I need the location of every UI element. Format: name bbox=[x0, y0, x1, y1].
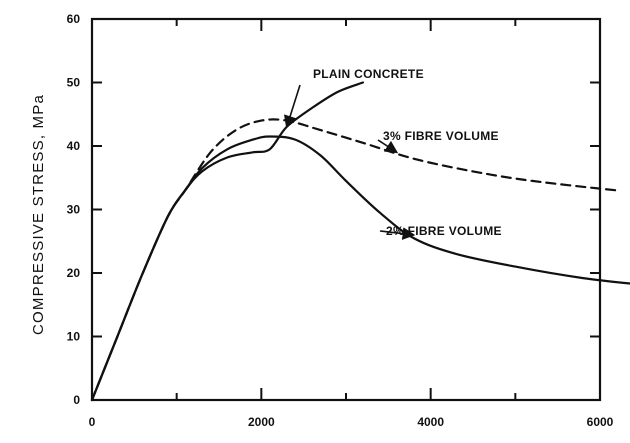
annotation-2pct-label: 2% FIBRE VOLUME bbox=[386, 224, 502, 238]
x-tick-label: 4000 bbox=[417, 415, 444, 429]
annotation-plain-concrete-arrow bbox=[284, 84, 301, 129]
x-tick-label: 0 bbox=[89, 415, 96, 429]
axis-ticks bbox=[91, 18, 601, 401]
fibre-3pct-line bbox=[90, 118, 618, 402]
y-tick-label: 10 bbox=[67, 330, 81, 344]
axis-tick-labels: 0 2000 4000 6000 0 10 20 30 40 50 60 bbox=[67, 12, 614, 429]
y-tick-label: 20 bbox=[67, 266, 81, 280]
y-tick-label: 0 bbox=[73, 393, 80, 407]
y-tick-label: 40 bbox=[67, 139, 81, 153]
annotation-2pct-arrow bbox=[379, 227, 416, 240]
x-tick-label: 6000 bbox=[587, 415, 614, 429]
x-tick-label: 2000 bbox=[248, 415, 275, 429]
series-lines bbox=[90, 81, 630, 402]
y-tick-label: 50 bbox=[67, 76, 81, 90]
annotations: PLAIN CONCRETE 3% FIBRE VOLUME 2% FIBRE VO… bbox=[284, 67, 502, 240]
annotation-plain-concrete-label: PLAIN CONCRETE bbox=[313, 67, 424, 81]
annotation-3pct-arrow bbox=[377, 139, 399, 154]
y-axis-title: COMPRESSIVE STRESS, MPa bbox=[30, 94, 47, 335]
y-tick-label: 30 bbox=[67, 203, 81, 217]
fibre-2pct-line bbox=[90, 135, 630, 402]
annotation-3pct-label: 3% FIBRE VOLUME bbox=[383, 129, 499, 143]
y-tick-label: 60 bbox=[67, 12, 81, 26]
